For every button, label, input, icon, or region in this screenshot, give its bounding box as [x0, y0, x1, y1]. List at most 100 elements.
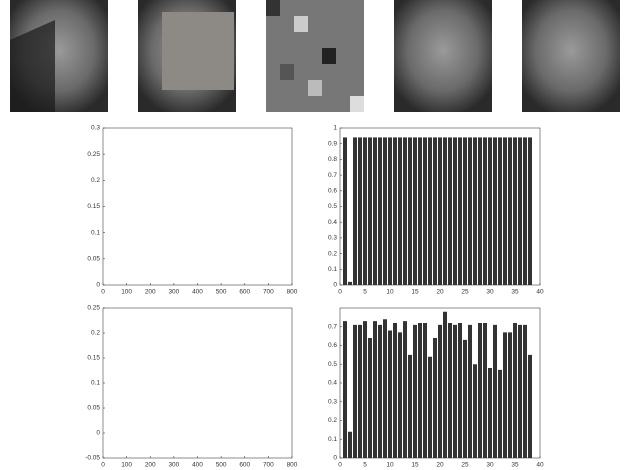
bar: [358, 137, 362, 285]
y-tick-label: 0.2: [91, 330, 100, 337]
x-tick-label: 800: [287, 289, 298, 296]
bar: [408, 355, 412, 458]
x-tick-label: 0: [101, 462, 105, 469]
page: 00.050.10.150.20.250.3010020030040050060…: [0, 0, 634, 470]
pixel: [294, 16, 308, 32]
bar: [518, 137, 522, 285]
bar: [423, 137, 427, 285]
plot-area: [103, 308, 292, 458]
bar: [518, 325, 522, 458]
x-tick-label: 100: [121, 289, 132, 296]
y-tick-label: 0.6: [328, 342, 337, 349]
bar: [453, 325, 457, 458]
bar: [413, 325, 417, 458]
x-tick-label: 15: [411, 289, 419, 296]
y-tick-label: 0.9: [328, 140, 337, 147]
y-tick-label: 0.5: [328, 361, 337, 368]
bar: [408, 137, 412, 285]
bar: [368, 338, 372, 458]
y-tick-label: 0.2: [91, 177, 100, 184]
x-tick-label: 10: [386, 289, 394, 296]
y-tick-label: 0.25: [87, 305, 100, 312]
pixel: [322, 48, 336, 64]
bar: [468, 137, 472, 285]
bar: [428, 357, 432, 458]
bar: [523, 325, 527, 458]
y-tick-label: 0.1: [91, 229, 100, 236]
bar: [373, 321, 377, 458]
y-tick-label: 0: [96, 282, 100, 289]
y-tick-label: 0.15: [87, 203, 100, 210]
bar: [493, 137, 497, 285]
y-tick-label: 0.3: [328, 235, 337, 242]
bar: [463, 340, 467, 458]
x-tick-label: 700: [263, 289, 274, 296]
bar: [453, 137, 457, 285]
bar: [498, 137, 502, 285]
bar: [348, 282, 352, 285]
bar: [478, 323, 482, 458]
bar: [398, 332, 402, 458]
x-tick-label: 0: [338, 462, 342, 469]
y-tick-label: 0.3: [91, 125, 100, 132]
bar: [428, 137, 432, 285]
x-tick-label: 200: [145, 462, 156, 469]
y-tick-label: 0.2: [328, 417, 337, 424]
bar: [483, 323, 487, 458]
bar: [458, 323, 462, 458]
bar: [513, 323, 517, 458]
bar: [508, 137, 512, 285]
x-tick-label: 800: [287, 462, 298, 469]
x-tick-label: 600: [239, 289, 250, 296]
bar: [403, 137, 407, 285]
bar: [523, 137, 527, 285]
bar: [498, 370, 502, 458]
x-tick-label: 30: [486, 462, 494, 469]
bar: [403, 321, 407, 458]
x-tick-label: 600: [239, 462, 250, 469]
bar: [448, 137, 452, 285]
x-tick-label: 0: [101, 289, 105, 296]
x-tick-label: 25: [461, 289, 469, 296]
x-tick-label: 400: [192, 462, 203, 469]
x-tick-label: 500: [216, 289, 227, 296]
y-tick-label: 0.1: [91, 380, 100, 387]
bar: [353, 325, 357, 458]
bar: [443, 312, 447, 458]
x-tick-label: 35: [511, 462, 519, 469]
bar: [398, 137, 402, 285]
x-tick-label: 700: [263, 462, 274, 469]
x-tick-label: 15: [411, 462, 419, 469]
y-tick-label: 0.1: [328, 436, 337, 443]
y-tick-label: 0: [96, 430, 100, 437]
y-tick-label: 0.3: [328, 398, 337, 405]
x-tick-label: 200: [145, 289, 156, 296]
bar: [413, 137, 417, 285]
bar: [343, 137, 347, 285]
y-tick-label: 0.7: [328, 323, 337, 330]
y-tick-label: 0.2: [328, 250, 337, 257]
x-tick-label: 5: [363, 462, 367, 469]
bar: [363, 137, 367, 285]
bar: [378, 325, 382, 458]
bar: [423, 323, 427, 458]
bar: [438, 325, 442, 458]
x-tick-label: 40: [536, 462, 544, 469]
bar: [433, 137, 437, 285]
bar: [493, 325, 497, 458]
pixel: [350, 96, 364, 112]
bar: [473, 137, 477, 285]
bar: [383, 137, 387, 285]
y-tick-label: 0.05: [87, 256, 100, 263]
bar: [528, 137, 532, 285]
pixel: [266, 0, 280, 16]
x-tick-label: 20: [436, 289, 444, 296]
x-tick-label: 0: [338, 289, 342, 296]
y-tick-label: 0: [333, 455, 337, 462]
bar: [348, 432, 352, 458]
bar: [353, 137, 357, 285]
y-tick-label: 0.4: [328, 380, 337, 387]
bar: [358, 325, 362, 458]
bar: [433, 338, 437, 458]
bar: [388, 331, 392, 459]
